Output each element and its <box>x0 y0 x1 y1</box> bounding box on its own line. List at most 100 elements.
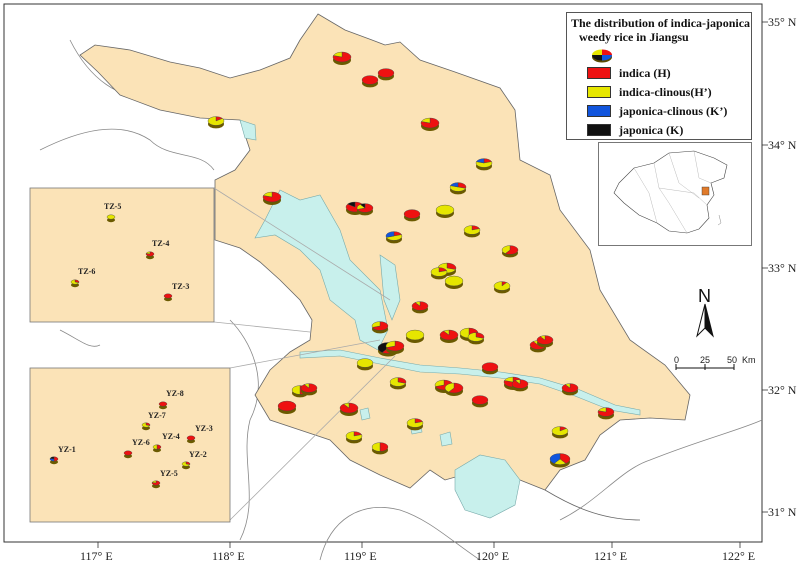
site-pie-marker <box>406 418 424 431</box>
legend-item-indica: indica (H) <box>587 65 671 81</box>
luoma-lake <box>239 119 257 141</box>
site-pie-marker <box>511 379 529 392</box>
site-pie-slice <box>504 245 519 255</box>
site-pie-slice <box>53 456 59 462</box>
inset-tz-frame <box>29 187 215 323</box>
site-pie-marker <box>300 383 318 396</box>
site-pie-slice <box>504 376 514 383</box>
china-province-lines <box>633 150 712 234</box>
site-pie-slice <box>459 327 470 339</box>
site-pie-slice <box>123 450 133 456</box>
site-pie-marker <box>262 191 282 205</box>
site-pie-slice <box>359 203 366 209</box>
north-label: N <box>698 286 711 306</box>
site-pie-marker <box>471 395 489 408</box>
site-pie-marker <box>420 117 440 131</box>
site-pie-slice <box>343 402 350 409</box>
site-pie-slice <box>181 461 191 467</box>
site-pie-slice <box>406 418 424 428</box>
lon-label-117: 117° E <box>80 549 113 563</box>
site-pie-marker <box>145 251 155 260</box>
site-pie-marker <box>467 332 485 345</box>
site-pie-marker <box>536 335 554 348</box>
scale-bar-icon <box>675 364 735 370</box>
site-pie-slice <box>377 68 395 78</box>
site-pie-marker <box>551 426 569 439</box>
legend-label-japonica-clinous: japonica-clinous (K’) <box>619 103 728 118</box>
site-pie-marker <box>158 401 168 410</box>
legend-item-indica-clinous: indica-clinous(H’) <box>587 84 712 100</box>
site-pie-slice <box>444 382 455 393</box>
site-pie-slice <box>443 329 450 336</box>
site-pie-marker <box>377 68 395 81</box>
legend-label-japonica: japonica (K) <box>619 122 684 137</box>
lat-label-35: 35° N <box>768 15 797 29</box>
site-pie-slice <box>163 293 173 299</box>
north-arrow-left <box>696 303 706 338</box>
site-pie-marker <box>186 435 196 444</box>
site-pie-marker <box>444 275 464 289</box>
legend-swatch-japonica-clinous <box>587 105 611 117</box>
site-pie-slice <box>158 401 168 407</box>
site-pie-marker <box>70 279 80 288</box>
site-pie-marker <box>152 444 162 453</box>
site-pie-marker <box>405 329 425 343</box>
inset-yz-label-5: YZ-5 <box>160 469 178 478</box>
site-pie-slice <box>430 267 448 277</box>
site-pie-marker <box>207 116 225 129</box>
southern-boundary <box>544 489 641 521</box>
legend-swatch-japonica <box>587 124 611 136</box>
site-pie-slice <box>156 444 162 450</box>
site-pie-marker <box>356 358 374 371</box>
site-pie-slice <box>514 379 521 385</box>
site-pie-slice <box>386 234 403 241</box>
legend-title: The distribution of indica-japonica weed… <box>571 16 751 44</box>
site-pie-marker <box>332 51 352 65</box>
site-pie-marker <box>411 301 429 314</box>
taihu-lake <box>454 454 521 519</box>
site-pie-marker <box>106 214 116 223</box>
site-pie-slice <box>598 407 607 413</box>
sample-site-markers <box>207 51 615 468</box>
site-pie-marker <box>181 461 191 470</box>
china-locator-map <box>598 142 752 246</box>
site-pie-slice <box>333 51 343 58</box>
site-pie-slice <box>448 382 464 394</box>
site-pie-marker <box>361 75 379 88</box>
north-arrow-right <box>704 303 714 338</box>
inset-yz-label-6: YZ-6 <box>132 438 150 447</box>
inset-tz-label-3: TZ-3 <box>172 282 189 291</box>
legend-example-pie <box>592 49 612 63</box>
inset-tz-label-5: TZ-5 <box>104 202 121 211</box>
legend-pie-slice-indica <box>602 49 612 55</box>
china-outline-shape <box>613 150 728 234</box>
site-pie-slice <box>345 431 363 441</box>
site-pie-marker <box>597 407 615 420</box>
site-pie-slice <box>385 231 395 238</box>
lon-label-121: 121° E <box>594 549 627 563</box>
legend-pie-slice-japonica <box>592 55 602 61</box>
inset-yz: YZ-8 YZ-7 YZ-3 YZ-4 YZ-1 YZ-6 YZ-2 YZ-5 <box>29 367 231 523</box>
site-pie-slice <box>549 453 561 464</box>
site-pie-slice <box>564 383 571 389</box>
legend-pie-slice-indica-clinous <box>592 49 602 55</box>
site-pie-slice <box>551 426 569 436</box>
site-pie-slice <box>449 185 466 192</box>
site-pie-slice <box>475 161 493 168</box>
site-pie-marker <box>389 377 407 390</box>
site-pie-slice <box>386 340 405 352</box>
site-pie-marker <box>463 225 481 238</box>
site-pie-slice <box>70 279 80 285</box>
site-pie-marker <box>151 480 161 489</box>
site-pie-slice <box>493 281 511 291</box>
site-pie-slice <box>377 342 389 353</box>
site-pie-slice <box>145 251 151 255</box>
inset-yz-frame <box>29 367 231 523</box>
site-pie-marker <box>435 204 455 218</box>
north-arrow-icon <box>696 303 714 338</box>
lon-label-122: 122° E <box>722 549 755 563</box>
inset-tz: TZ-5 TZ-4 TZ-6 TZ-3 <box>29 187 215 323</box>
site-pie-slice <box>414 301 421 307</box>
site-pie-slice <box>501 245 511 254</box>
site-pie-marker <box>345 431 363 444</box>
